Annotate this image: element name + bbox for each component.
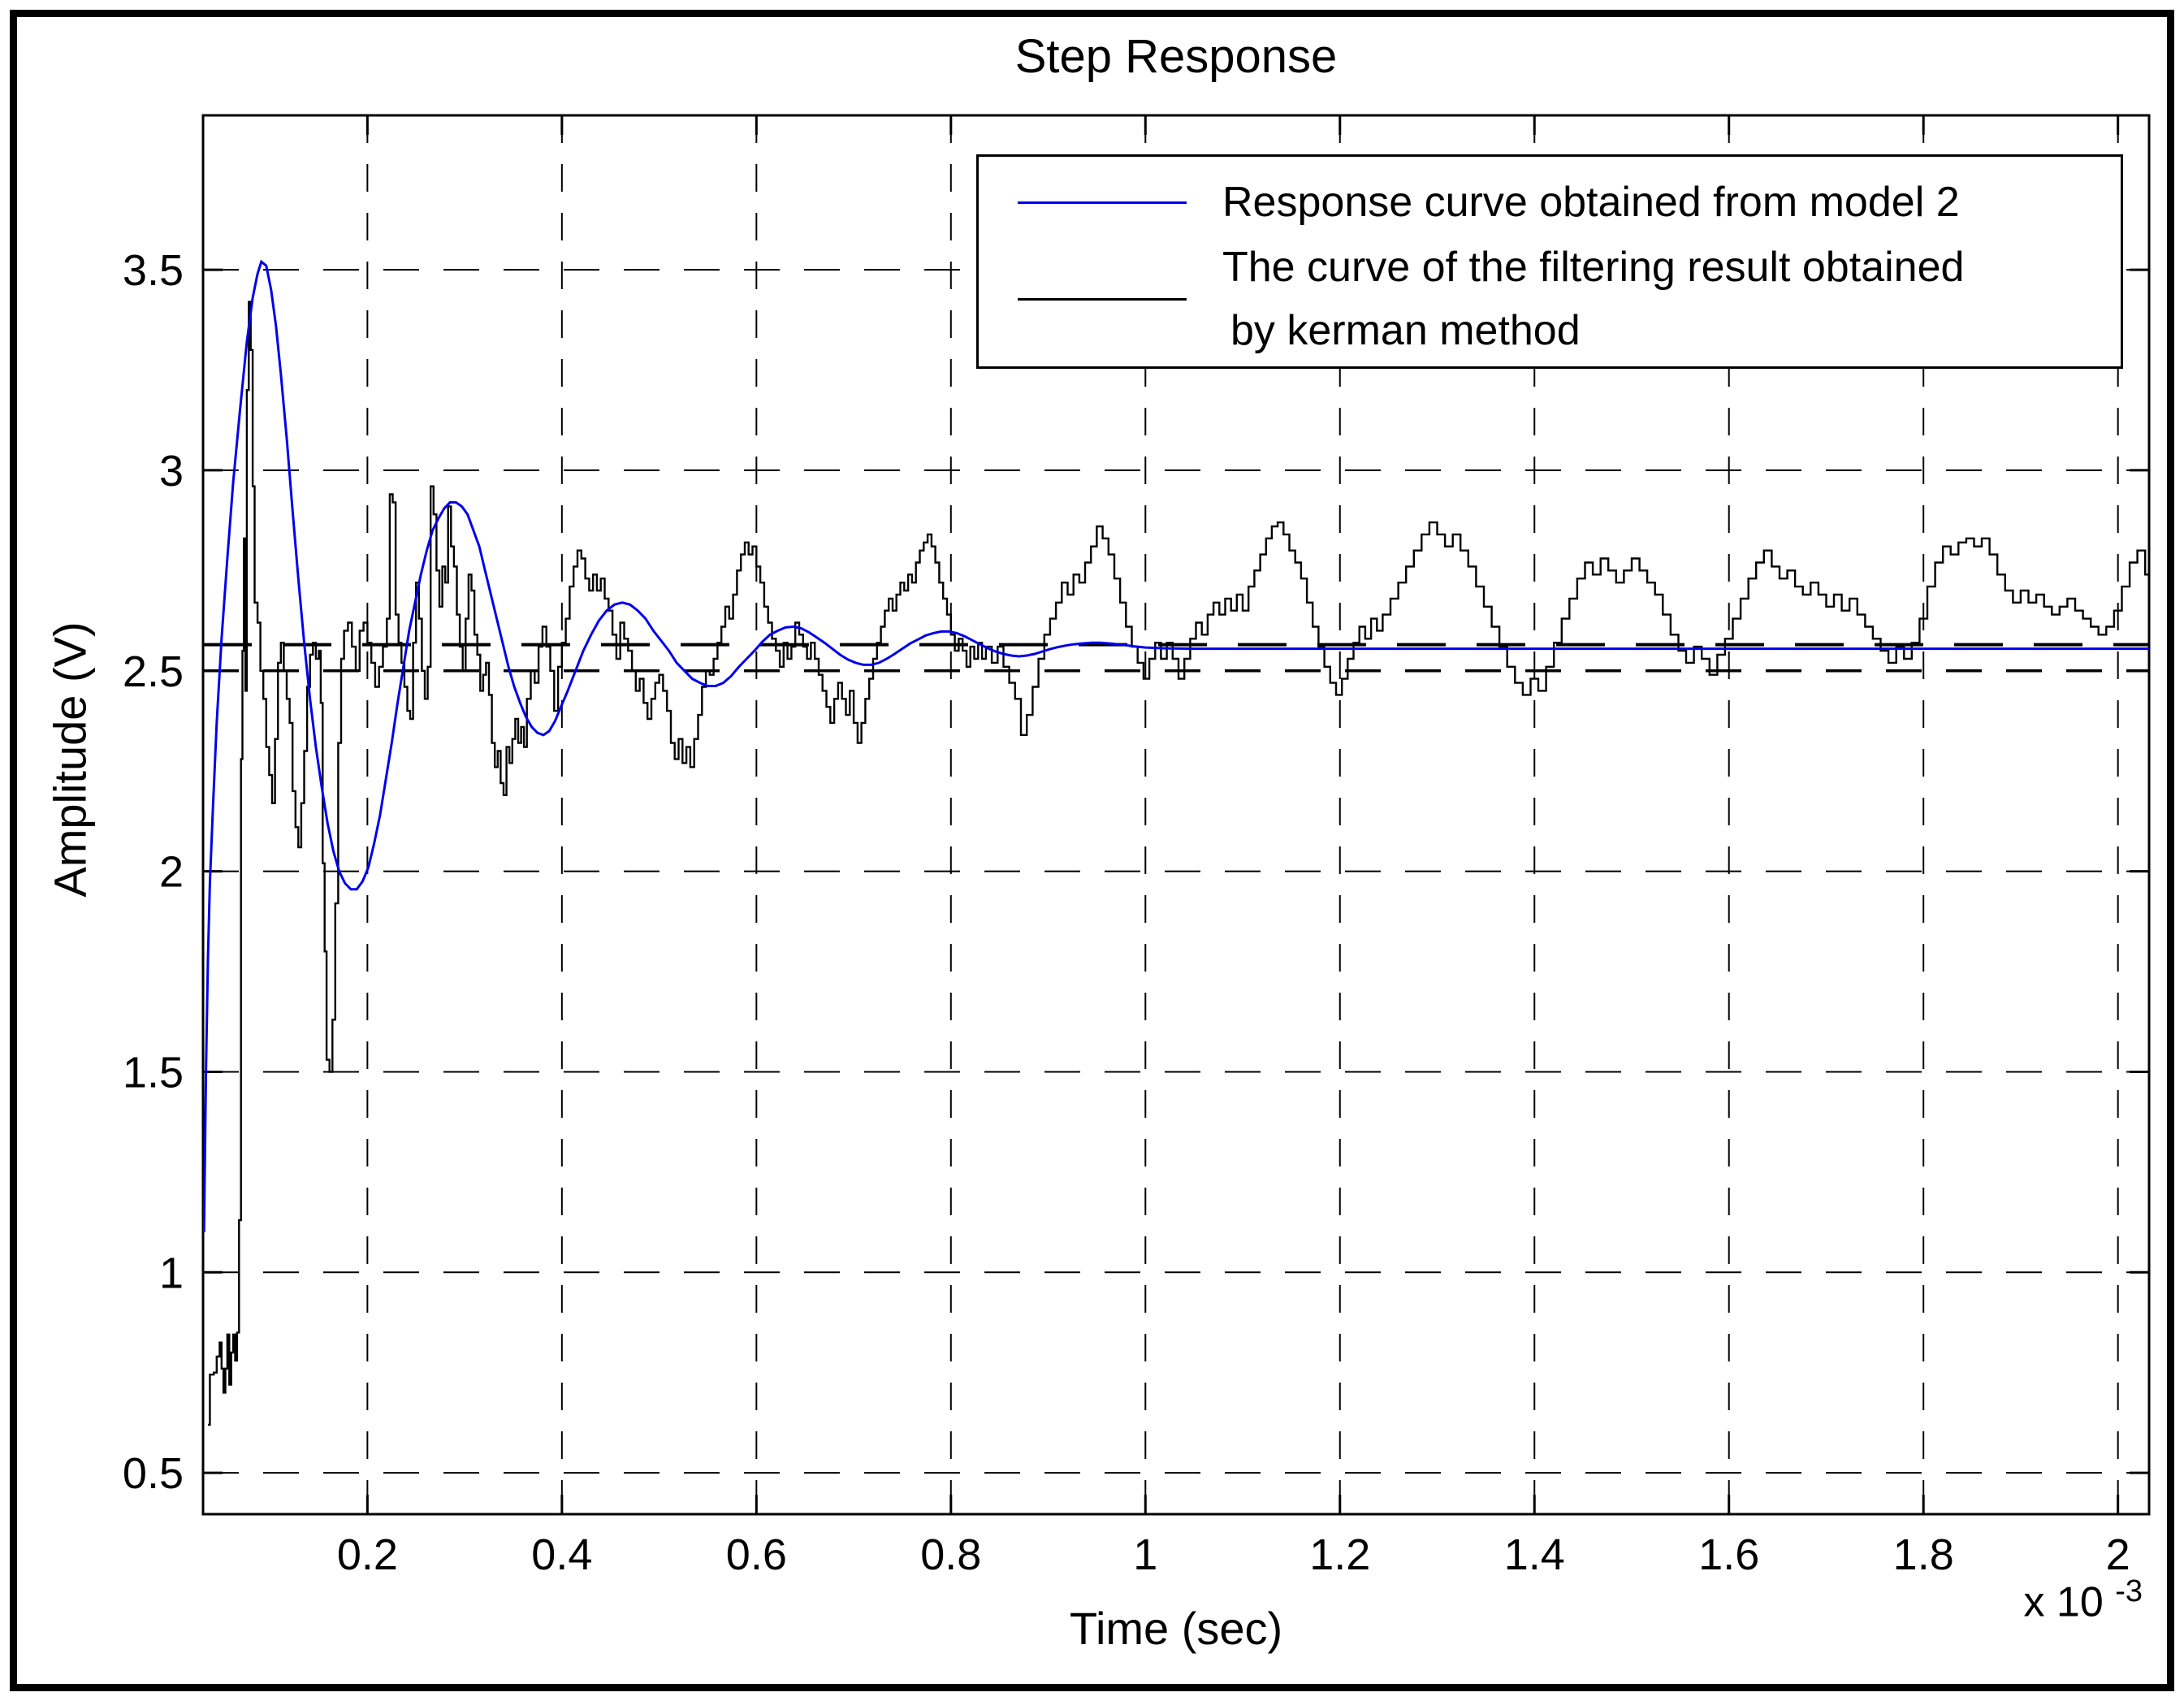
svg-text:2.5: 2.5: [123, 647, 184, 696]
legend-item-model2: Response curve obtained from model 2: [979, 163, 2121, 241]
legend-label-kerman: The curve of the filtering result obtain…: [1222, 246, 1964, 352]
svg-text:0.5: 0.5: [123, 1449, 184, 1498]
legend-item-kerman: The curve of the filtering result obtain…: [979, 246, 2121, 352]
x-scale-mantissa: x 10: [2023, 1578, 2104, 1626]
curve-kerman-filter-curve: [208, 301, 2149, 1426]
legend-label-model2: Response curve obtained from model 2: [1222, 179, 1960, 226]
x-scale-exp: -3: [2115, 1574, 2143, 1608]
svg-text:3.5: 3.5: [123, 246, 184, 295]
chart-title: Step Response: [1014, 30, 1338, 83]
x-axis-scale-exponent: x 10 -3: [1956, 1574, 2143, 1626]
svg-text:2: 2: [159, 848, 184, 897]
svg-text:1: 1: [159, 1249, 184, 1297]
legend-box: Response curve obtained from model 2 The…: [976, 154, 2123, 369]
svg-text:0.4: 0.4: [531, 1530, 592, 1579]
svg-text:1.2: 1.2: [1309, 1530, 1370, 1579]
figure-border: [10, 10, 2174, 1691]
legend-label-kerman-line1: The curve of the filtering result obtain…: [1222, 244, 1965, 291]
svg-text:1.8: 1.8: [1893, 1530, 1954, 1579]
svg-text:0.6: 0.6: [726, 1530, 787, 1579]
legend-label-kerman-line2: by kerman method: [1230, 307, 1581, 354]
y-tick-labels: 0.5 1 1.5 2 2.5 3 3.5: [123, 246, 184, 1498]
tick-marks: [203, 115, 2149, 1514]
svg-text:2: 2: [2106, 1530, 2130, 1579]
curve-response-curve-model-2: [203, 259, 2149, 1232]
svg-text:1.6: 1.6: [1698, 1530, 1759, 1579]
svg-text:3: 3: [159, 447, 184, 496]
svg-text:0.2: 0.2: [337, 1530, 398, 1579]
svg-text:1.4: 1.4: [1504, 1530, 1565, 1579]
plot-border: [201, 114, 2151, 1516]
svg-text:1.5: 1.5: [123, 1048, 184, 1097]
x-tick-labels: 0.2 0.4 0.6 0.8 1 1.2 1.4 1.6 1.8 2: [337, 1530, 2130, 1579]
legend-line-sample-blue: [1018, 201, 1187, 204]
y-axis-label: Amplitude (V): [44, 621, 96, 898]
x-axis-label: Time (sec): [1069, 1603, 1283, 1654]
gridlines: [203, 115, 2149, 1514]
svg-text:1: 1: [1133, 1530, 1157, 1579]
legend-line-sample-black: [1018, 297, 1187, 301]
data-curves: [203, 259, 2149, 1426]
svg-text:0.8: 0.8: [920, 1530, 981, 1579]
